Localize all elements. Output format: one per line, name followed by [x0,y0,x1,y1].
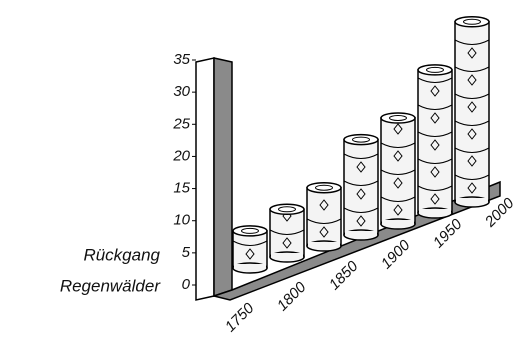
wall-side [196,58,214,300]
y-tick-label: 0 [182,276,191,293]
y-tick-label: 10 [173,212,190,229]
y-tick-label: 25 [172,115,190,132]
y-tick-label: 30 [173,83,190,100]
log-fill [234,264,266,268]
log-fill [456,198,488,202]
log-fill [308,242,340,246]
log-top [307,183,341,193]
log-fill [345,231,377,235]
log-fill [271,253,303,257]
log-top [270,204,304,214]
y-tick-label: 35 [173,51,190,68]
wall-back [214,58,232,296]
log-top [381,113,415,123]
log-fill [382,220,414,224]
x-tick-label: 1750 [222,299,258,335]
log-top [418,65,452,75]
chart: Rückgang Regenwälder 0 5 10 15 20 25 30 35 1750 1… [0,0,522,352]
log-top [455,17,489,27]
log-stack [418,70,452,213]
x-tick-label: 1850 [326,257,362,293]
side-label: Regenwälder [60,276,162,295]
log-top [233,226,267,236]
log-fill [419,209,451,213]
y-tick-label: 15 [173,180,190,197]
log-stack [270,209,304,257]
y-tick-label: 5 [182,244,191,261]
x-tick-label: 1800 [274,278,310,314]
y-tick-label: 20 [172,147,190,164]
log-stack [344,140,378,235]
side-label: Rückgang [83,245,160,264]
log-top [344,135,378,145]
